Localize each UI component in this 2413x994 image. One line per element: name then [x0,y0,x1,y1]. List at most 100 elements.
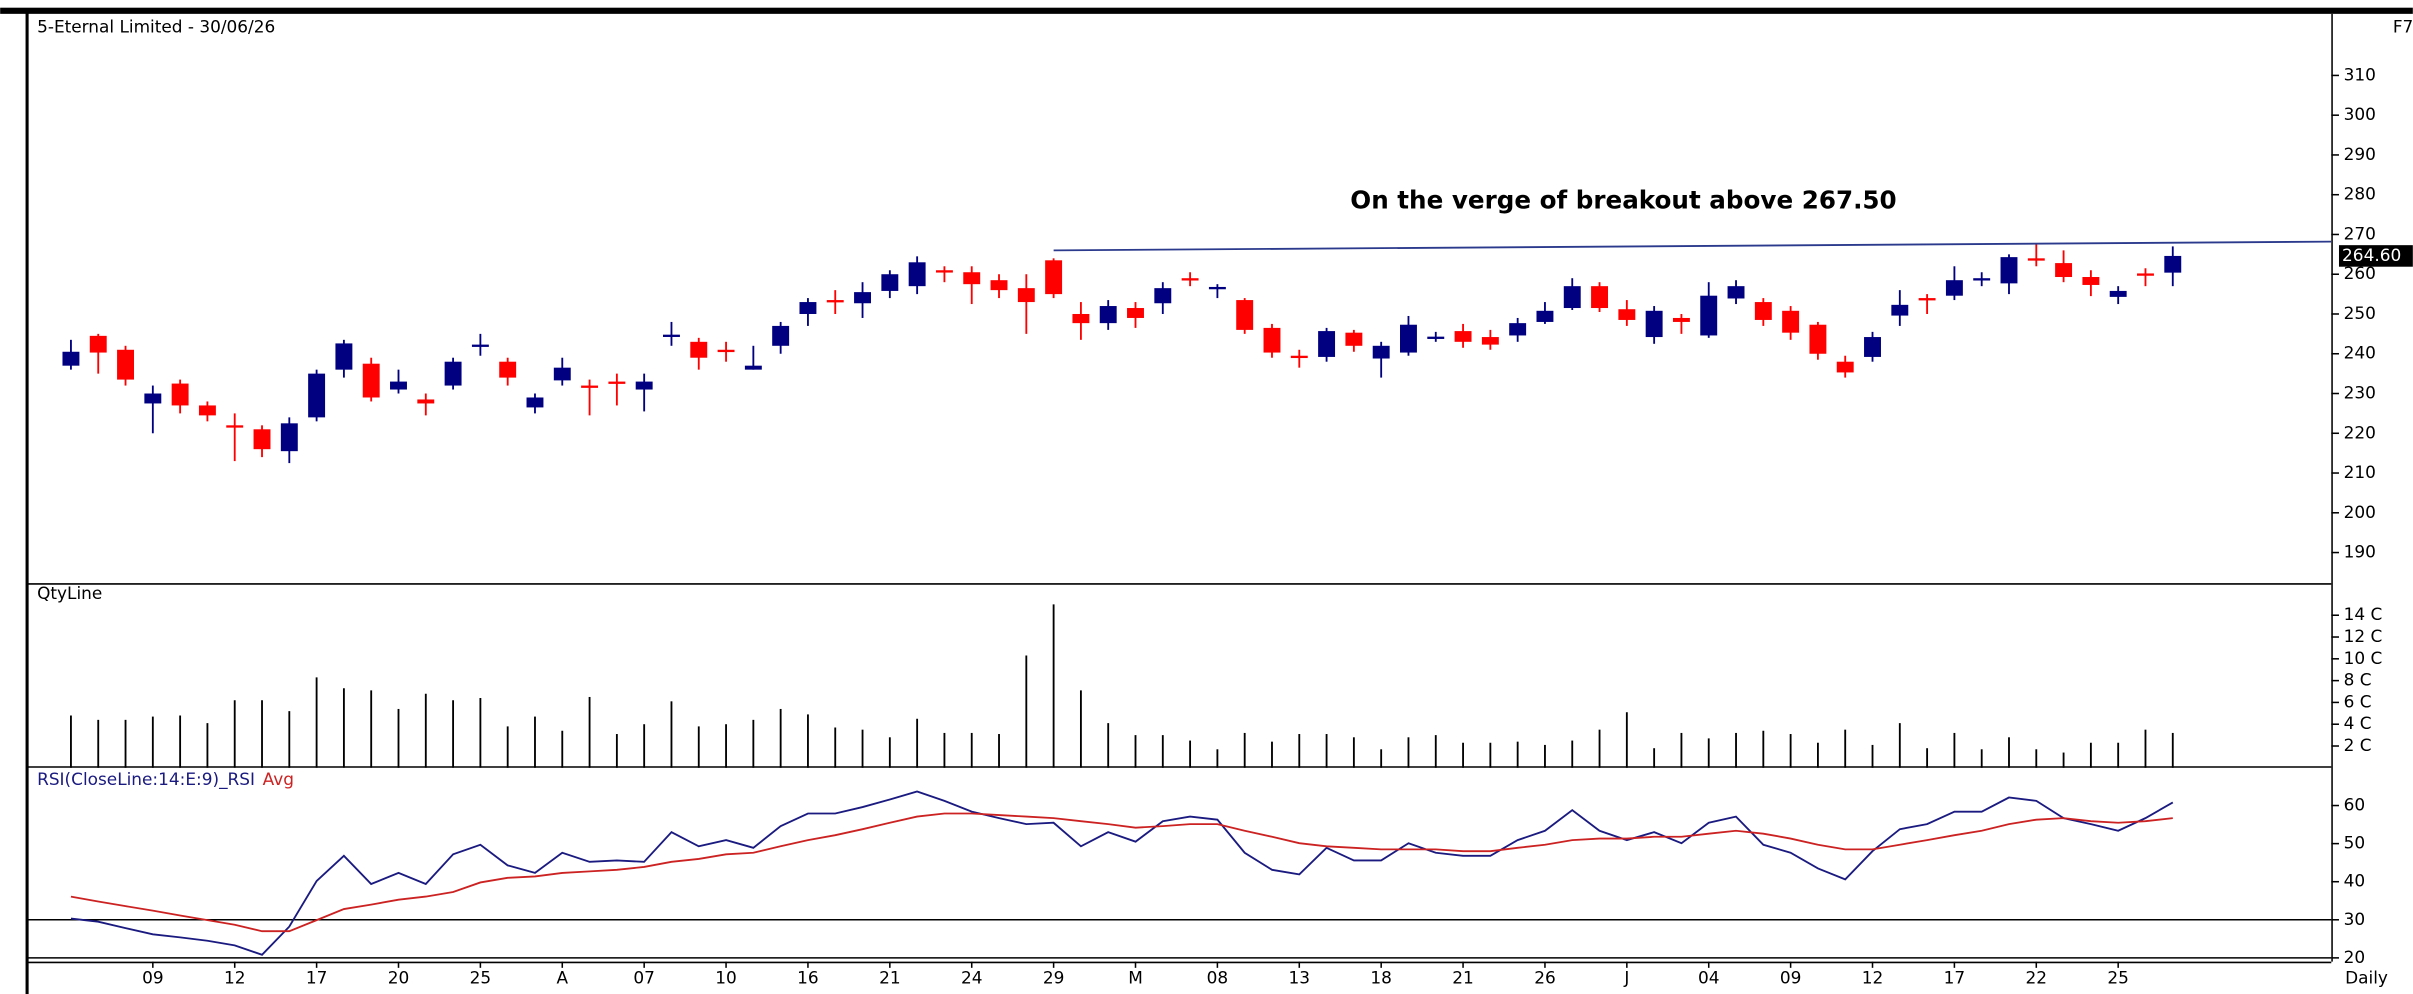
rsi-title: RSI(CloseLine:14:E:9)_RSI Avg [37,769,294,790]
candle-body [226,425,244,428]
legend-entry: Avg [263,769,294,789]
candle-body [826,300,844,303]
candle-body [1672,317,1690,322]
candle-body [881,274,899,291]
x-tick-label: 16 [797,968,819,988]
last-price-label: 264.60 [2342,245,2401,265]
candle-body [1045,260,1063,295]
candle-body [1236,300,1254,330]
y-tick-label: 230 [2344,383,2376,403]
candle-body [1563,286,1581,309]
candle-body [1400,324,1417,353]
candle-body [2000,257,2018,284]
candle-body [1645,310,1663,338]
candle-body [1154,288,1172,304]
candle-body [1945,280,1963,296]
candle-body [1509,323,1527,336]
candle-body [1454,331,1472,342]
x-tick-label: 12 [224,968,246,988]
candle-body [280,423,298,452]
y-tick-label: 10 C [2344,648,2383,668]
candle-body [608,381,626,384]
x-tick-label: 25 [2107,968,2129,988]
candle-body [1782,310,1800,333]
timeframe: Daily [2345,968,2388,988]
chart-title: 5-Eternal Limited - 30/06/26 [37,17,275,37]
candle-body [1618,309,1636,320]
candle-body [2055,263,2073,278]
y-tick-label: 220 [2344,422,2376,442]
volume-title: QtyLine [37,583,102,603]
candle-body [144,393,162,404]
candle-body [717,349,735,353]
x-tick-label: 26 [1534,968,1556,988]
rsi-line [70,812,2173,933]
x-tick-label: M [1128,968,1143,988]
y-tick-label: 310 [2344,64,2376,84]
candle-body [772,325,790,346]
x-tick-label: 21 [879,968,901,988]
candle-body [308,373,326,418]
last-price-box [2338,245,2413,267]
annotation: On the verge of breakout above 267.50 [1350,186,1896,215]
candle-body [1372,345,1390,359]
candle-body [935,270,953,273]
y-tick-label: 20 [2344,947,2366,967]
candle-body [1127,308,1144,318]
y-tick-label: 290 [2344,144,2376,164]
candle-body [2164,255,2182,273]
y-tick-label: 300 [2344,104,2376,124]
candle-body [1591,286,1609,309]
candle-body [1918,298,1936,301]
x-tick-label: 13 [1289,968,1311,988]
rsi-title-text: RSI(CloseLine:14:E:9)_ [37,769,228,790]
candle-body [581,385,599,388]
candle-body [1181,278,1199,281]
candle-body [1727,286,1745,299]
y-tick-label: 190 [2344,542,2376,562]
candle-body [1427,336,1445,339]
candle-body [635,381,653,390]
candle-body [2109,290,2127,297]
x-tick-label: 12 [1862,968,1884,988]
y-tick-label: 50 [2344,833,2366,853]
y-tick-label: 8 C [2344,670,2372,690]
x-tick-label: 08 [1207,968,1229,988]
candle-body [526,397,544,408]
y-tick-label: 250 [2344,303,2376,323]
candle-body [89,335,107,353]
candle-body [171,383,189,406]
candle-body [117,349,134,380]
y-tick-label: 270 [2344,223,2376,243]
x-tick-label: 22 [2026,968,2048,988]
y-tick-label: 260 [2344,263,2376,283]
candle-body [1017,288,1035,303]
candle-body [1208,286,1226,290]
candle-body [854,292,872,304]
x-tick-label: 07 [633,968,655,988]
candle-body [1290,355,1308,359]
candle-body [553,367,571,381]
candle-body [1700,295,1718,336]
candle-body [963,272,981,285]
x-tick-label: 10 [715,968,737,988]
candle-body [1099,306,1117,324]
y-tick-label: 6 C [2344,691,2372,711]
candle-body [1536,310,1554,322]
y-tick-label: 40 [2344,871,2366,891]
candle-body [1973,278,1991,281]
x-tick-label: 18 [1370,968,1392,988]
x-tick-label: 17 [306,968,328,988]
candle-body [1263,327,1281,353]
y-tick-label: 210 [2344,462,2376,482]
x-tick-label: 17 [1944,968,1966,988]
candle-body [799,302,817,314]
x-tick-label: 25 [470,968,492,988]
y-tick-label: 14 C [2344,604,2383,624]
candle-body [990,280,1008,291]
y-tick-label: 280 [2344,184,2376,204]
corner-label: F7 [2393,17,2413,37]
candle-body [1072,313,1090,324]
